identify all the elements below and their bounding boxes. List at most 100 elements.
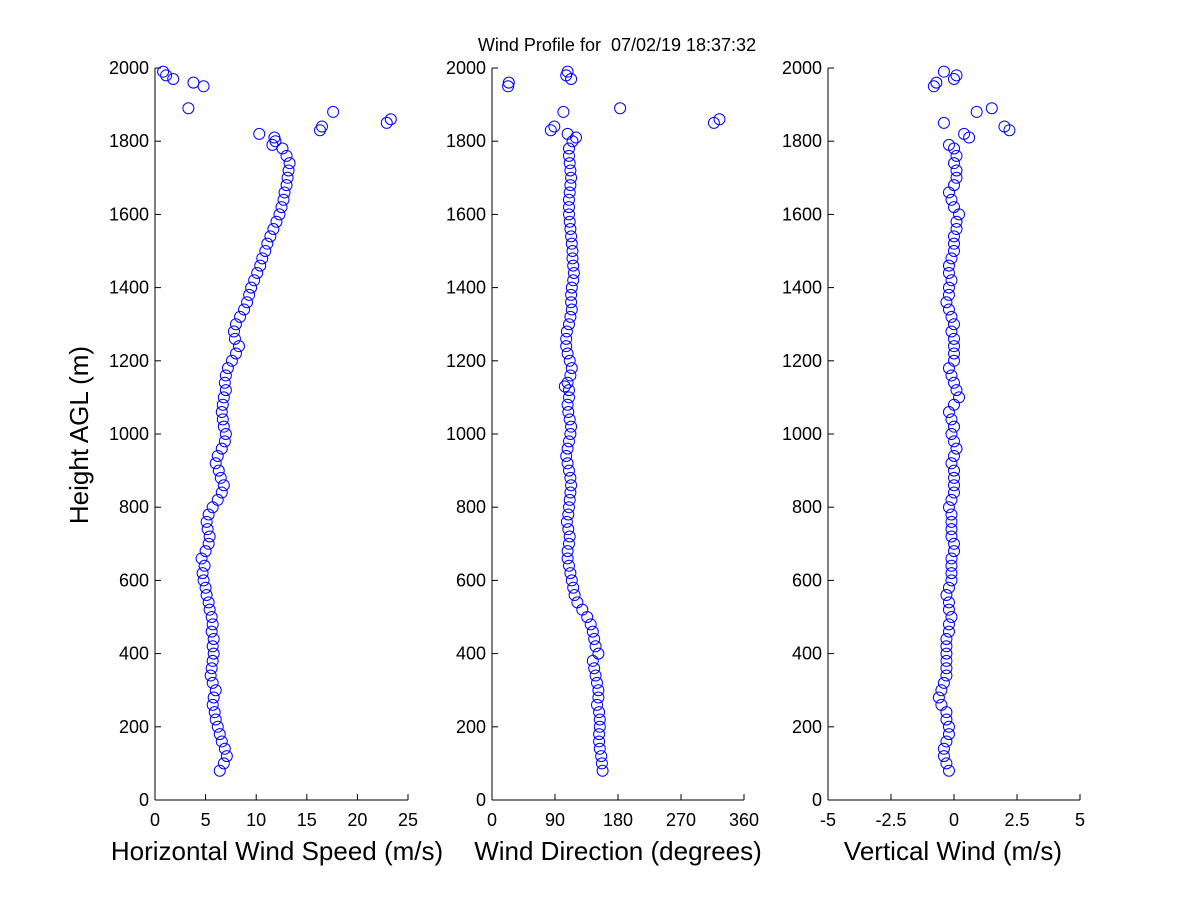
y-tick-label: 0 — [812, 790, 822, 810]
data-point — [204, 669, 217, 682]
data-point — [253, 127, 266, 140]
data-point — [211, 493, 224, 506]
data-point — [564, 179, 577, 192]
x-tick-label: 90 — [545, 810, 565, 830]
data-point — [948, 449, 960, 462]
data-point — [195, 552, 208, 565]
data-point — [206, 640, 219, 653]
y-tick-label: 200 — [119, 717, 149, 737]
data-point — [945, 369, 958, 382]
data-point — [564, 486, 577, 499]
data-point — [264, 230, 277, 243]
y-tick-label: 1000 — [782, 424, 822, 444]
data-point — [945, 523, 958, 536]
panel-2: 0 200 400 600 800 1000 1200 1400 1600 1800 2000 0 90… — [446, 58, 762, 866]
data-point — [563, 413, 576, 426]
data-point — [215, 486, 228, 499]
data-point — [259, 245, 272, 257]
data-point — [567, 274, 580, 287]
data-point — [563, 186, 576, 199]
x-axis-label: Horizontal Wind Speed (m/s) — [111, 836, 443, 866]
data-point — [565, 230, 578, 243]
data-point — [218, 376, 231, 389]
data-point — [563, 142, 575, 155]
data-point — [202, 596, 215, 609]
data-point — [205, 662, 218, 675]
data-point — [208, 706, 221, 719]
y-tick-label: 2000 — [109, 58, 149, 78]
y-tick-label: 2000 — [782, 58, 822, 78]
y-tick-label: 600 — [792, 570, 822, 590]
data-point — [932, 691, 945, 704]
y-tick-label: 600 — [456, 570, 486, 590]
x-tick-label: 5 — [1075, 810, 1085, 830]
x-tick-label: 270 — [666, 810, 696, 830]
data-point — [200, 589, 213, 602]
y-tick-label: 1800 — [109, 131, 149, 151]
data-point — [945, 274, 958, 287]
data-point — [948, 471, 960, 484]
data-point — [267, 223, 280, 236]
data-point — [953, 391, 966, 404]
data-point — [948, 545, 960, 558]
data-point — [595, 757, 608, 770]
data-point — [937, 750, 950, 763]
data-point — [950, 223, 963, 236]
data-point — [940, 640, 953, 653]
data-point — [985, 102, 998, 115]
data-point — [315, 120, 328, 133]
data-point — [565, 479, 578, 492]
data-point — [567, 266, 580, 279]
data-point — [937, 116, 950, 129]
data-point — [945, 310, 958, 323]
x-tick-label: 0 — [150, 810, 160, 830]
data-point — [277, 193, 290, 206]
data-point — [564, 471, 577, 484]
data-point — [206, 676, 219, 689]
data-point — [217, 479, 230, 492]
data-point — [278, 186, 291, 199]
y-tick-label: 0 — [139, 790, 149, 810]
data-point — [241, 296, 254, 309]
y-tick-label: 200 — [792, 717, 822, 737]
data-point — [614, 102, 627, 115]
data-point — [593, 728, 606, 741]
data-point — [565, 574, 578, 587]
data-point — [563, 318, 575, 331]
data-point — [945, 252, 958, 265]
data-point — [945, 515, 958, 528]
data-point — [940, 589, 953, 602]
data-point — [565, 288, 578, 301]
data-point — [937, 742, 950, 755]
x-tick-label: 2.5 — [1004, 810, 1029, 830]
data-point — [942, 303, 955, 316]
data-point — [562, 508, 575, 521]
data-point — [563, 201, 575, 214]
data-point — [948, 435, 960, 448]
data-point — [229, 318, 242, 331]
data-point — [562, 406, 575, 419]
data-point — [998, 120, 1011, 133]
data-point — [564, 428, 577, 440]
data-point — [564, 567, 577, 580]
data-point — [564, 164, 577, 177]
y-tick-label: 1200 — [446, 351, 486, 371]
y-tick-label: 1200 — [782, 351, 822, 371]
x-tick-label: 10 — [246, 810, 266, 830]
data-point — [567, 259, 580, 272]
y-tick-label: 800 — [119, 497, 149, 517]
data-point — [945, 530, 958, 543]
data-point — [942, 720, 955, 733]
y-tick-label: 1600 — [109, 204, 149, 224]
data-point — [563, 157, 576, 170]
x-tick-label: 180 — [603, 810, 633, 830]
data-point — [182, 102, 195, 115]
data-point — [950, 171, 963, 184]
data-point — [213, 764, 226, 777]
data-point — [561, 347, 574, 360]
data-point — [563, 559, 575, 572]
data-point — [940, 296, 953, 309]
data-point — [566, 252, 579, 265]
data-point — [221, 362, 234, 375]
